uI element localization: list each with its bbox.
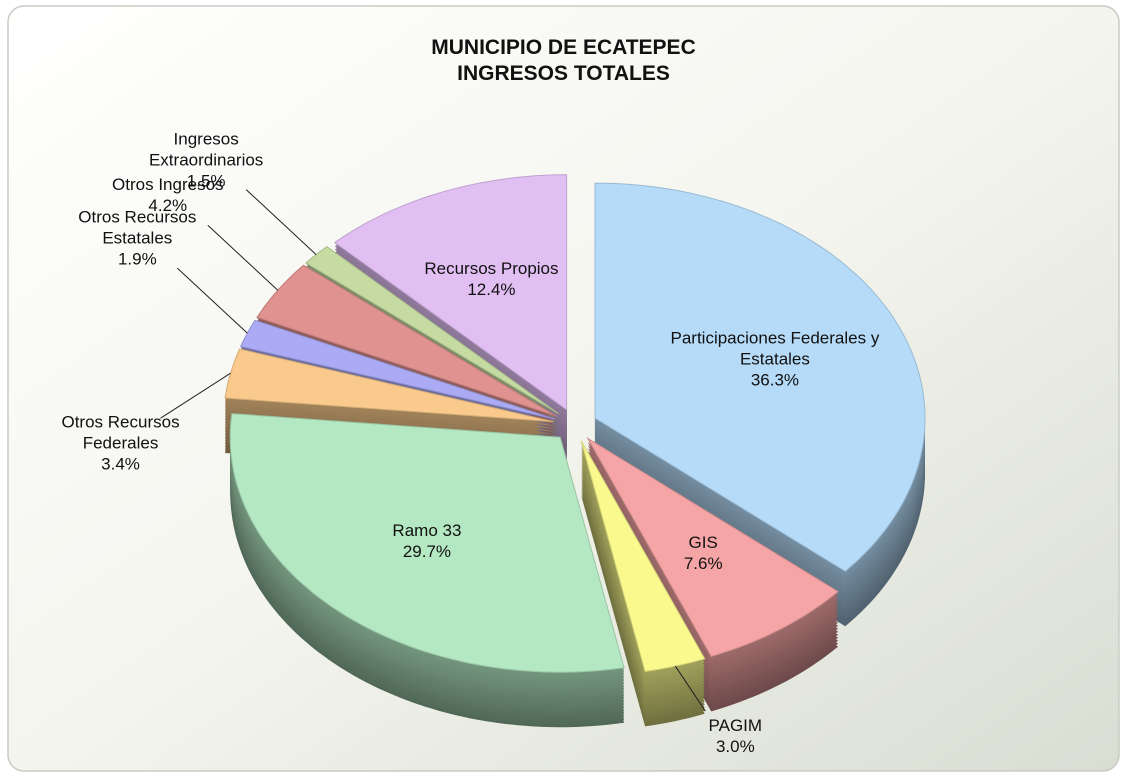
data-label: Otros Ingresos 4.2% xyxy=(83,174,253,216)
leader-line xyxy=(207,224,279,291)
leader-line xyxy=(674,665,706,712)
label-value: 4.2% xyxy=(148,196,188,216)
label-name: Participaciones Federales y Estatales xyxy=(670,328,880,369)
label-name: Recursos Propios xyxy=(424,259,559,279)
data-label: Participaciones Federales y Estatales 36.… xyxy=(660,328,890,391)
pie-slice xyxy=(333,174,568,411)
label-value: 3.0% xyxy=(715,737,755,757)
label-value: 3.4% xyxy=(101,454,140,474)
label-name: Ramo 33 xyxy=(392,521,462,541)
data-label: Otros Recursos Federales 3.4% xyxy=(36,412,206,475)
label-name: Otros Ingresos xyxy=(112,175,224,195)
pie-slice xyxy=(239,319,555,420)
leader-line xyxy=(176,267,248,334)
label-name: GIS xyxy=(688,532,718,552)
label-value: 36.3% xyxy=(750,370,800,390)
chart-title: MUNICIPIO DE ECATEPEC xyxy=(431,36,696,59)
label-name: Otros Recursos Federales xyxy=(61,412,180,453)
data-label: Otros Recursos Estatales 1.9% xyxy=(52,207,222,270)
label-name: PAGIM xyxy=(708,716,763,736)
label-name: Otros Recursos Estatales xyxy=(78,207,197,248)
data-label: Ramo 33 29.7% xyxy=(312,520,542,562)
pie-slice xyxy=(586,436,839,657)
label-value: 29.7% xyxy=(402,542,452,562)
label-value: 7.6% xyxy=(683,553,723,573)
pie-slice xyxy=(229,413,625,673)
label-value: 12.4% xyxy=(467,280,516,300)
data-label: PAGIM 3.0% xyxy=(650,715,820,757)
pie-slice xyxy=(594,182,926,572)
leader-line xyxy=(160,372,231,419)
data-label: GIS 7.6% xyxy=(588,532,818,574)
label-value: 1.9% xyxy=(117,249,157,269)
label-name: Ingresos Extraordinarios xyxy=(148,129,264,170)
data-label: Recursos Propios 12.4% xyxy=(376,258,606,300)
chart-subtitle: INGRESOS TOTALES xyxy=(457,62,670,85)
pie-slice xyxy=(224,348,554,423)
leader-line xyxy=(245,189,317,255)
data-label: Ingresos Extraordinarios 1.5% xyxy=(121,128,291,191)
label-value: 1.5% xyxy=(186,171,226,191)
pie-slice xyxy=(256,264,557,417)
